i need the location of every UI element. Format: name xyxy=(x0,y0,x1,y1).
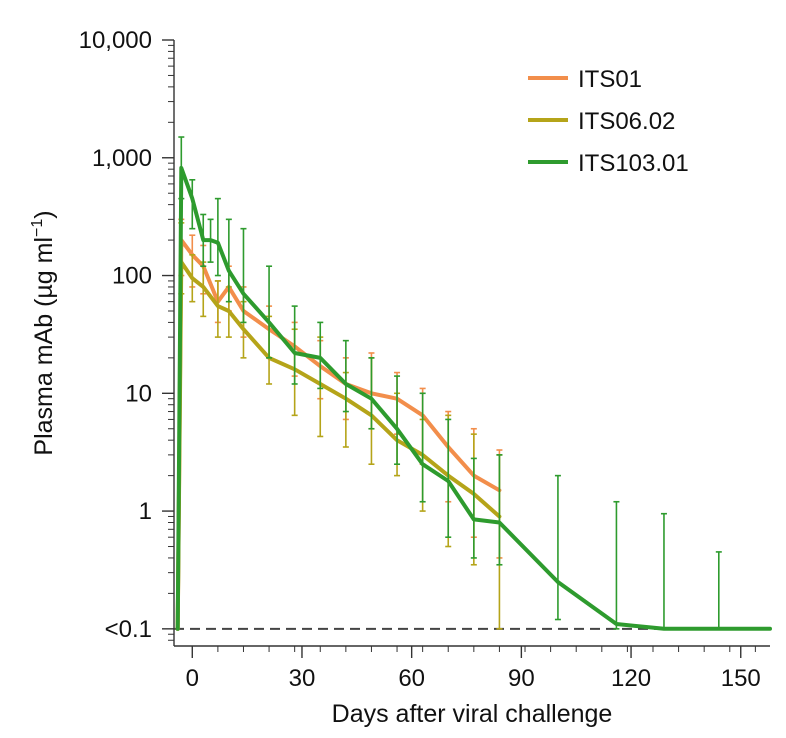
legend-label: ITS06.02 xyxy=(578,108,675,135)
series-group xyxy=(175,136,772,631)
y-axis-title-close: ) xyxy=(30,210,58,218)
axes: <0.1 1 10 100 1,000 10,000 0 30 60 90 120 150 xyxy=(79,27,770,692)
legend-label: ITS103.01 xyxy=(578,150,689,177)
series-its103-01 xyxy=(175,136,772,631)
series-its06-02 xyxy=(175,222,503,631)
x-tick-label: 30 xyxy=(289,665,316,692)
error-bars xyxy=(178,136,722,630)
error-bars xyxy=(178,222,503,630)
y-tick-label: <0.1 xyxy=(105,616,152,643)
series-line xyxy=(175,238,502,631)
y-axis-title-main: Plasma mAb (µg ml xyxy=(30,237,58,456)
x-tick-label: 120 xyxy=(611,665,651,692)
x-axis-title: Days after viral challenge xyxy=(332,700,613,728)
x-tick-label: 90 xyxy=(508,665,535,692)
y-tick-label: 10 xyxy=(125,380,152,407)
y-tick-label: 10,000 xyxy=(79,27,152,54)
legend: ITS01 ITS06.02 ITS103.01 xyxy=(528,66,689,177)
y-tick-label: 100 xyxy=(112,263,152,290)
y-tick-label: 1 xyxy=(139,498,152,525)
y-axis-title-superscript: −1 xyxy=(29,219,46,237)
series-line xyxy=(175,165,772,631)
series-its01 xyxy=(175,218,503,631)
series-line xyxy=(175,260,502,631)
y-axis-title: Plasma mAb (µg ml−1) xyxy=(29,210,58,455)
x-tick-label: 150 xyxy=(721,665,761,692)
x-tick-label: 60 xyxy=(398,665,425,692)
x-tick-label: 0 xyxy=(186,665,199,692)
y-tick-label: 1,000 xyxy=(92,145,152,172)
legend-label: ITS01 xyxy=(578,66,642,93)
